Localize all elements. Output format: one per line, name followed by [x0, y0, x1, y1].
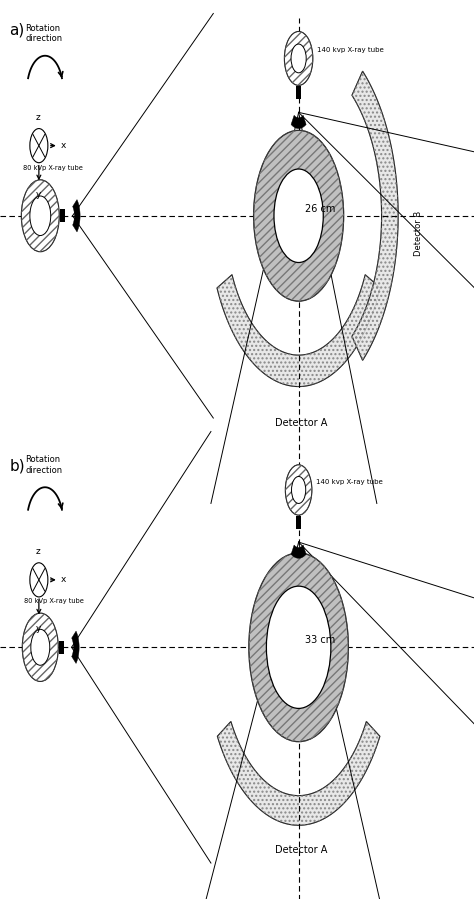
- Polygon shape: [291, 115, 306, 129]
- Text: a): a): [9, 22, 25, 38]
- Text: 26 cm: 26 cm: [305, 203, 335, 214]
- Polygon shape: [218, 721, 380, 825]
- Circle shape: [21, 180, 59, 252]
- Bar: [296, 516, 301, 529]
- Text: b): b): [9, 458, 25, 474]
- Circle shape: [274, 169, 323, 263]
- Bar: [59, 641, 64, 654]
- Text: Detector A: Detector A: [275, 418, 327, 428]
- Circle shape: [30, 196, 51, 236]
- Circle shape: [266, 586, 331, 708]
- Text: y: y: [36, 190, 42, 199]
- Circle shape: [284, 31, 313, 85]
- Circle shape: [285, 465, 312, 515]
- Polygon shape: [217, 275, 380, 387]
- Circle shape: [30, 129, 48, 163]
- Circle shape: [249, 553, 348, 742]
- Polygon shape: [291, 545, 306, 558]
- Circle shape: [292, 476, 306, 503]
- Text: 80 kVp X-ray tube: 80 kVp X-ray tube: [23, 165, 82, 171]
- Bar: [60, 209, 65, 222]
- Circle shape: [22, 613, 58, 681]
- Polygon shape: [352, 71, 398, 360]
- Circle shape: [291, 44, 306, 73]
- Text: x: x: [61, 141, 66, 150]
- Circle shape: [31, 629, 50, 665]
- Circle shape: [254, 130, 344, 301]
- Text: z: z: [35, 547, 40, 556]
- Text: 33 cm: 33 cm: [305, 635, 335, 645]
- Circle shape: [30, 563, 48, 597]
- Text: Detector B: Detector B: [414, 211, 422, 256]
- Text: 140 kvp X-ray tube: 140 kvp X-ray tube: [316, 479, 383, 485]
- Text: z: z: [35, 112, 40, 121]
- Bar: [296, 86, 301, 99]
- Polygon shape: [72, 631, 79, 663]
- Text: Rotation
direction: Rotation direction: [25, 455, 62, 475]
- Text: 80 kVp X-ray tube: 80 kVp X-ray tube: [24, 598, 83, 604]
- Text: Detector A: Detector A: [275, 845, 327, 855]
- Text: 140 kvp X-ray tube: 140 kvp X-ray tube: [317, 48, 383, 53]
- Text: x: x: [61, 575, 66, 584]
- Text: y: y: [36, 624, 42, 633]
- Text: Rotation
direction: Rotation direction: [25, 23, 62, 43]
- Polygon shape: [73, 200, 80, 232]
